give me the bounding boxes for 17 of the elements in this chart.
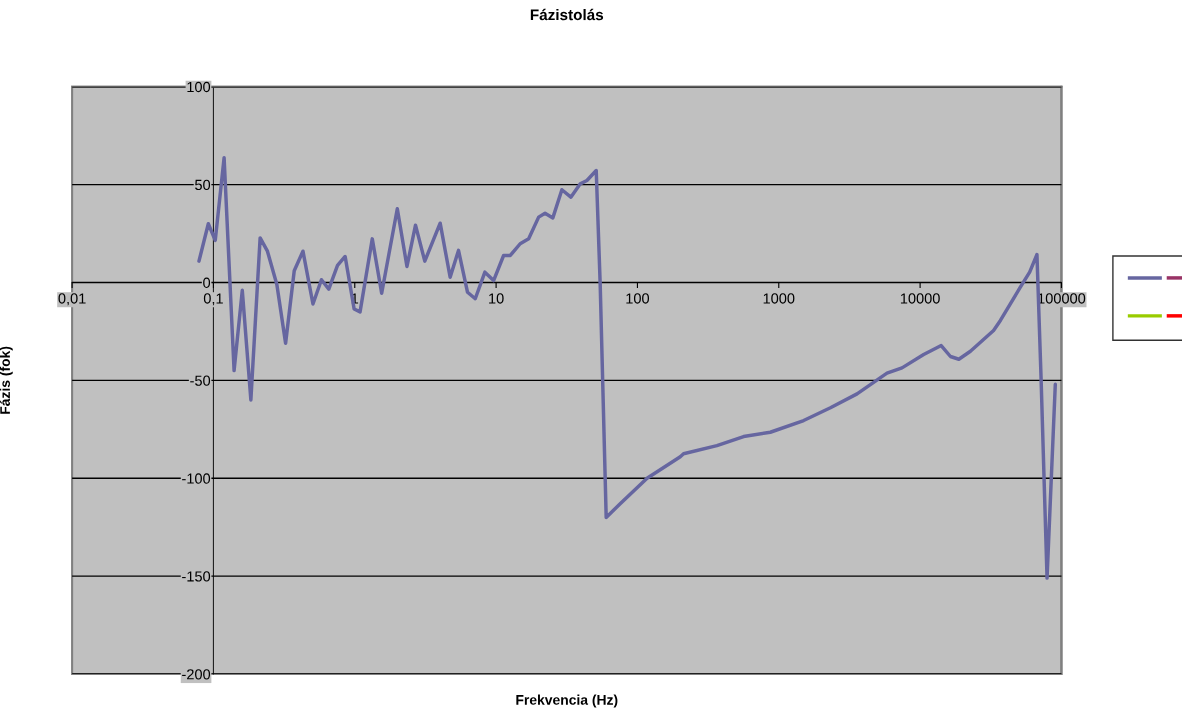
- x-tick-label: 10: [489, 293, 504, 304]
- x-tick-label: 100: [626, 293, 650, 304]
- y-tick-label: 50: [195, 179, 211, 191]
- y-tick-label: -50: [190, 375, 211, 386]
- x-tick-label: 0,1: [203, 293, 223, 306]
- y-tick-label: 100: [187, 81, 211, 93]
- x-tick-label: 100000: [1038, 293, 1086, 304]
- x-tick-label: 10000: [900, 293, 940, 304]
- y-tick-label: -200: [182, 669, 211, 680]
- y-axis-title: Fázis (fok): [0, 346, 13, 414]
- y-tick-label: -100: [182, 473, 211, 484]
- y-tick-label: 0: [203, 277, 211, 288]
- x-axis-title: Frekvencia (Hz): [516, 694, 618, 708]
- y-tick-label: -150: [182, 571, 211, 582]
- chart-title: Fázistolás: [530, 8, 604, 21]
- x-tick-label: 1000: [763, 293, 795, 304]
- x-tick-label: 0,01: [58, 293, 86, 306]
